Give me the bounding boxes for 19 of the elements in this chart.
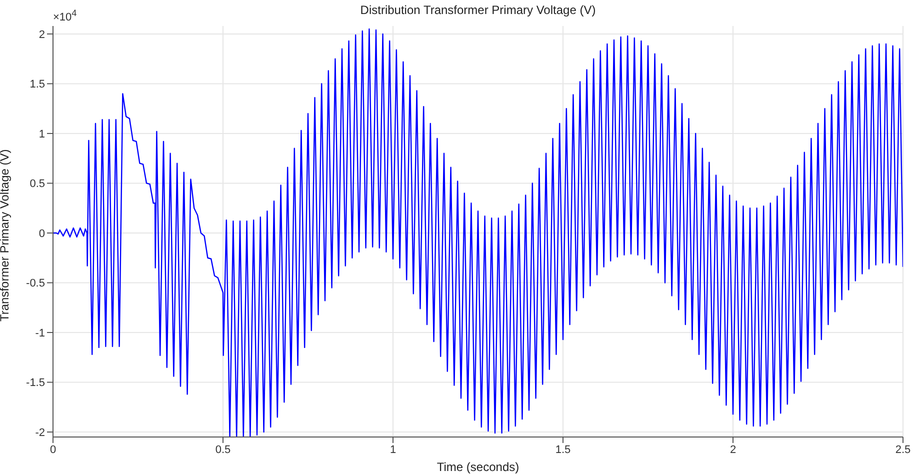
x-tick-label: 0.5: [215, 444, 231, 456]
y-tick-label: 0.5: [30, 178, 45, 190]
y-tick-label: -0.5: [26, 278, 45, 290]
y-tick-label: 0: [38, 228, 45, 240]
y-tick-label: 1: [38, 128, 45, 140]
chart-title: Distribution Transformer Primary Voltage (V): [360, 3, 596, 17]
y-tick-label: 1.5: [30, 78, 45, 91]
y-tick-label: 2: [38, 28, 45, 41]
y-axis-title: Transformer Primary Voltage (V): [0, 149, 12, 322]
x-tick-label: 1: [390, 444, 396, 456]
x-tick-label: 1.5: [555, 444, 571, 456]
y-tick-label: -1: [35, 327, 45, 340]
y-tick-label: -1.5: [26, 377, 45, 390]
text: ×10$^{4}$: [53, 8, 77, 24]
y-tick-label: -2: [35, 426, 45, 439]
x-tick-label: 2.5: [895, 444, 911, 456]
x-tick-label: 0: [50, 444, 56, 456]
x-axis-title: Time (seconds): [436, 460, 520, 474]
x-tick-label: 2: [730, 444, 736, 456]
